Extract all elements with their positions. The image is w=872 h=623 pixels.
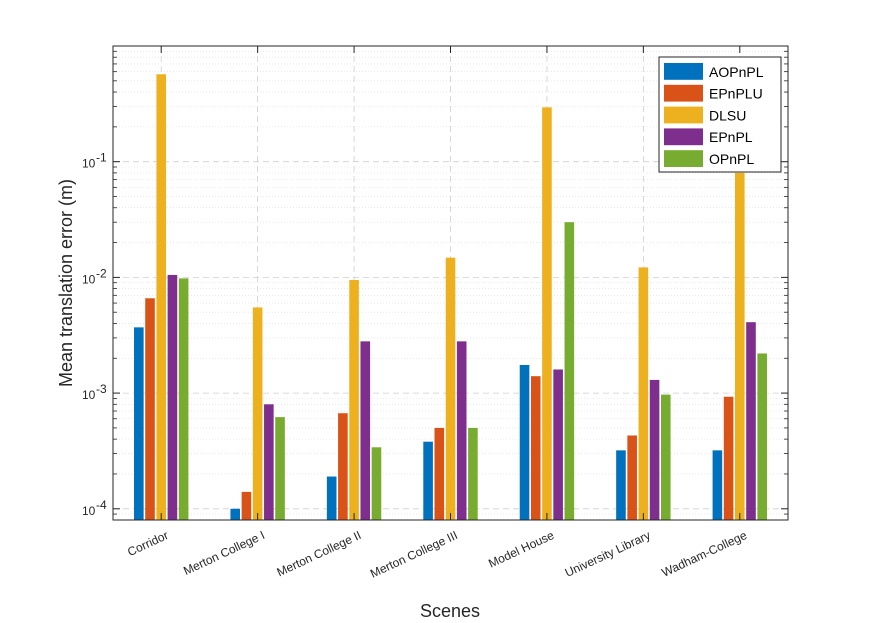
bar-aopnpl: [712, 450, 723, 520]
bar-opnpl: [371, 447, 382, 520]
bar-epnpl: [553, 369, 563, 520]
bar-dlsu: [445, 257, 456, 520]
x-tick-label: Merton College III: [368, 528, 460, 581]
bar-aopnpl: [519, 364, 530, 520]
x-tick-label: Model House: [486, 528, 556, 571]
bar-aopnpl: [616, 450, 626, 520]
bar-opnpl: [275, 417, 285, 520]
bar-epnplu: [530, 376, 541, 520]
y-tick-label: 10 -4: [82, 498, 107, 518]
bar-aopnpl: [134, 327, 144, 520]
bar-dlsu: [156, 74, 167, 520]
bar-aopnpl: [326, 476, 337, 520]
y-tick-exponent: -3: [96, 382, 107, 396]
bar-epnplu: [338, 413, 348, 520]
x-axis-title: Scenes: [420, 601, 480, 621]
ticks: [113, 46, 788, 520]
bar-epnplu: [723, 396, 734, 520]
legend-label: EPnPLU: [709, 86, 763, 102]
bar-epnplu: [145, 298, 155, 520]
y-axis-title: Mean translation error (m): [56, 179, 76, 387]
y-tick-label: 10 -2: [82, 266, 107, 286]
y-tick-exponent: -2: [96, 266, 107, 280]
bar-epnplu: [241, 491, 252, 520]
bar-dlsu: [349, 279, 359, 520]
legend-swatch: [664, 128, 703, 146]
bar-dlsu: [638, 267, 649, 520]
y-tick-base: 10: [82, 388, 96, 402]
x-tick-label: University Library: [563, 528, 653, 580]
legend-swatch: [664, 106, 703, 124]
bar-opnpl: [660, 394, 671, 520]
bar-epnplu: [627, 435, 637, 520]
x-tick-label: Corridor: [125, 528, 170, 559]
legend-label: AOPnPL: [709, 64, 764, 80]
bar-epnpl: [167, 274, 178, 520]
bar-epnpl: [456, 341, 467, 520]
y-tick-base: 10: [82, 504, 96, 518]
legend: AOPnPL EPnPLU DLSU EPnPL OPnPL: [658, 56, 782, 173]
y-tick-label: 10 -1: [82, 151, 107, 171]
bar-opnpl: [564, 222, 575, 520]
legend-swatch: [664, 63, 703, 80]
bar-dlsu: [252, 307, 263, 520]
bar-epnplu: [434, 427, 445, 520]
bar-aopnpl: [423, 441, 433, 520]
x-tick-label: Merton College I: [181, 528, 267, 578]
bar-opnpl: [178, 278, 189, 520]
legend-swatch: [664, 150, 703, 167]
bar-epnpl: [746, 322, 756, 520]
bar-epnpl: [264, 404, 274, 520]
legend-swatch: [664, 84, 703, 102]
legend-label: DLSU: [709, 107, 746, 123]
y-tick-label: 10 -3: [82, 382, 107, 402]
bar-aopnpl: [230, 508, 241, 520]
y-tick-exponent: -4: [96, 498, 107, 512]
bar-dlsu: [734, 172, 745, 520]
x-tick-label: Merton College II: [275, 528, 364, 579]
legend-label: OPnPL: [709, 151, 754, 167]
bar-epnpl: [649, 379, 660, 520]
legend-label: EPnPL: [709, 129, 753, 145]
bar-dlsu: [542, 107, 552, 521]
y-tick-exponent: -1: [96, 151, 107, 165]
y-tick-base: 10: [82, 157, 96, 171]
y-tick-base: 10: [82, 272, 96, 286]
bars: [134, 74, 767, 521]
bar-opnpl: [757, 353, 767, 520]
bar-epnpl: [360, 341, 371, 520]
bar-opnpl: [468, 427, 478, 520]
x-tick-label: Wadham-College: [660, 528, 750, 580]
